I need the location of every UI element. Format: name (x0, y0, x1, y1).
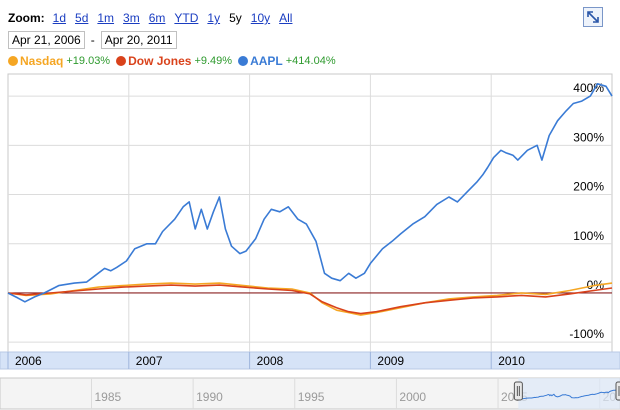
zoom-option-1y[interactable]: 1y (207, 11, 221, 25)
y-tick-label: 100% (573, 229, 604, 243)
year-label: 2010 (498, 354, 525, 368)
zoom-option-6m[interactable]: 6m (148, 11, 166, 25)
navigator-window (518, 378, 620, 409)
y-tick-label: 400% (573, 81, 604, 95)
zoom-controls: Zoom: 1d 5d 1m 3m 6m YTD 1y 5y 10y All (8, 10, 301, 26)
y-tick-label: 200% (573, 180, 604, 194)
aapl-dot-icon (238, 56, 249, 66)
year-label: 2007 (136, 354, 163, 368)
year-label: 2009 (377, 354, 404, 368)
legend-name-dow-jones: Dow Jones (128, 54, 192, 68)
zoom-option-3m[interactable]: 3m (123, 11, 140, 25)
navigator-aapl-line (518, 388, 620, 400)
year-axis-band (0, 351, 620, 370)
y-tick-label: 300% (573, 130, 604, 144)
zoom-option-1m[interactable]: 1m (97, 11, 115, 25)
nasdaq-dot-icon (8, 56, 18, 66)
zoom-option-1d[interactable]: 1d (52, 11, 67, 25)
legend-change-nasdaq: +19.03% (66, 55, 111, 67)
start-date-field[interactable]: Apr 21, 2006 (8, 31, 85, 49)
dow-jones-dot-icon (116, 56, 127, 66)
year-label: 2006 (15, 354, 42, 368)
legend-item-nasdaq[interactable]: Nasdaq +19.03% (8, 54, 110, 68)
navigator-tick-label: 1995 (298, 390, 325, 404)
plot-area (7, 73, 613, 353)
navigator-tick-label: 2000 (399, 390, 426, 404)
zoom-option-ytd[interactable]: YTD (174, 11, 199, 25)
series-line-aapl (7, 83, 613, 303)
expand-icon (587, 11, 599, 23)
navigator-left-handle[interactable] (513, 381, 523, 401)
legend-name-nasdaq: Nasdaq (20, 54, 64, 68)
navigator-tick-label: 1985 (94, 390, 121, 404)
legend-change-aapl: +414.04% (285, 55, 336, 67)
year-label: 2008 (257, 354, 284, 368)
series-line-nasdaq (7, 282, 613, 316)
y-tick-label: -100% (569, 327, 604, 341)
date-range: Apr 21, 2006 - Apr 20, 2011 (8, 31, 177, 49)
series-line-dow-jones (7, 284, 613, 315)
legend-name-aapl: AAPL (250, 54, 283, 68)
zoom-option-10y[interactable]: 10y (250, 11, 271, 25)
zoom-option-all[interactable]: All (279, 11, 293, 25)
expand-button[interactable] (583, 7, 603, 27)
zoom-label: Zoom: (8, 11, 45, 25)
zoom-option-5d[interactable]: 5d (75, 11, 89, 25)
date-separator: - (90, 33, 95, 47)
legend-item-aapl[interactable]: AAPL +414.04% (238, 54, 336, 68)
legend: Nasdaq +19.03% Dow Jones +9.49% AAPL +41… (8, 53, 342, 69)
end-date-field[interactable]: Apr 20, 2011 (100, 31, 177, 49)
legend-change-dow-jones: +9.49% (194, 55, 233, 67)
navigator-tick-label: 1990 (196, 390, 223, 404)
legend-item-dow-jones[interactable]: Dow Jones +9.49% (116, 54, 232, 68)
zoom-option-5y[interactable]: 5y (229, 11, 242, 25)
